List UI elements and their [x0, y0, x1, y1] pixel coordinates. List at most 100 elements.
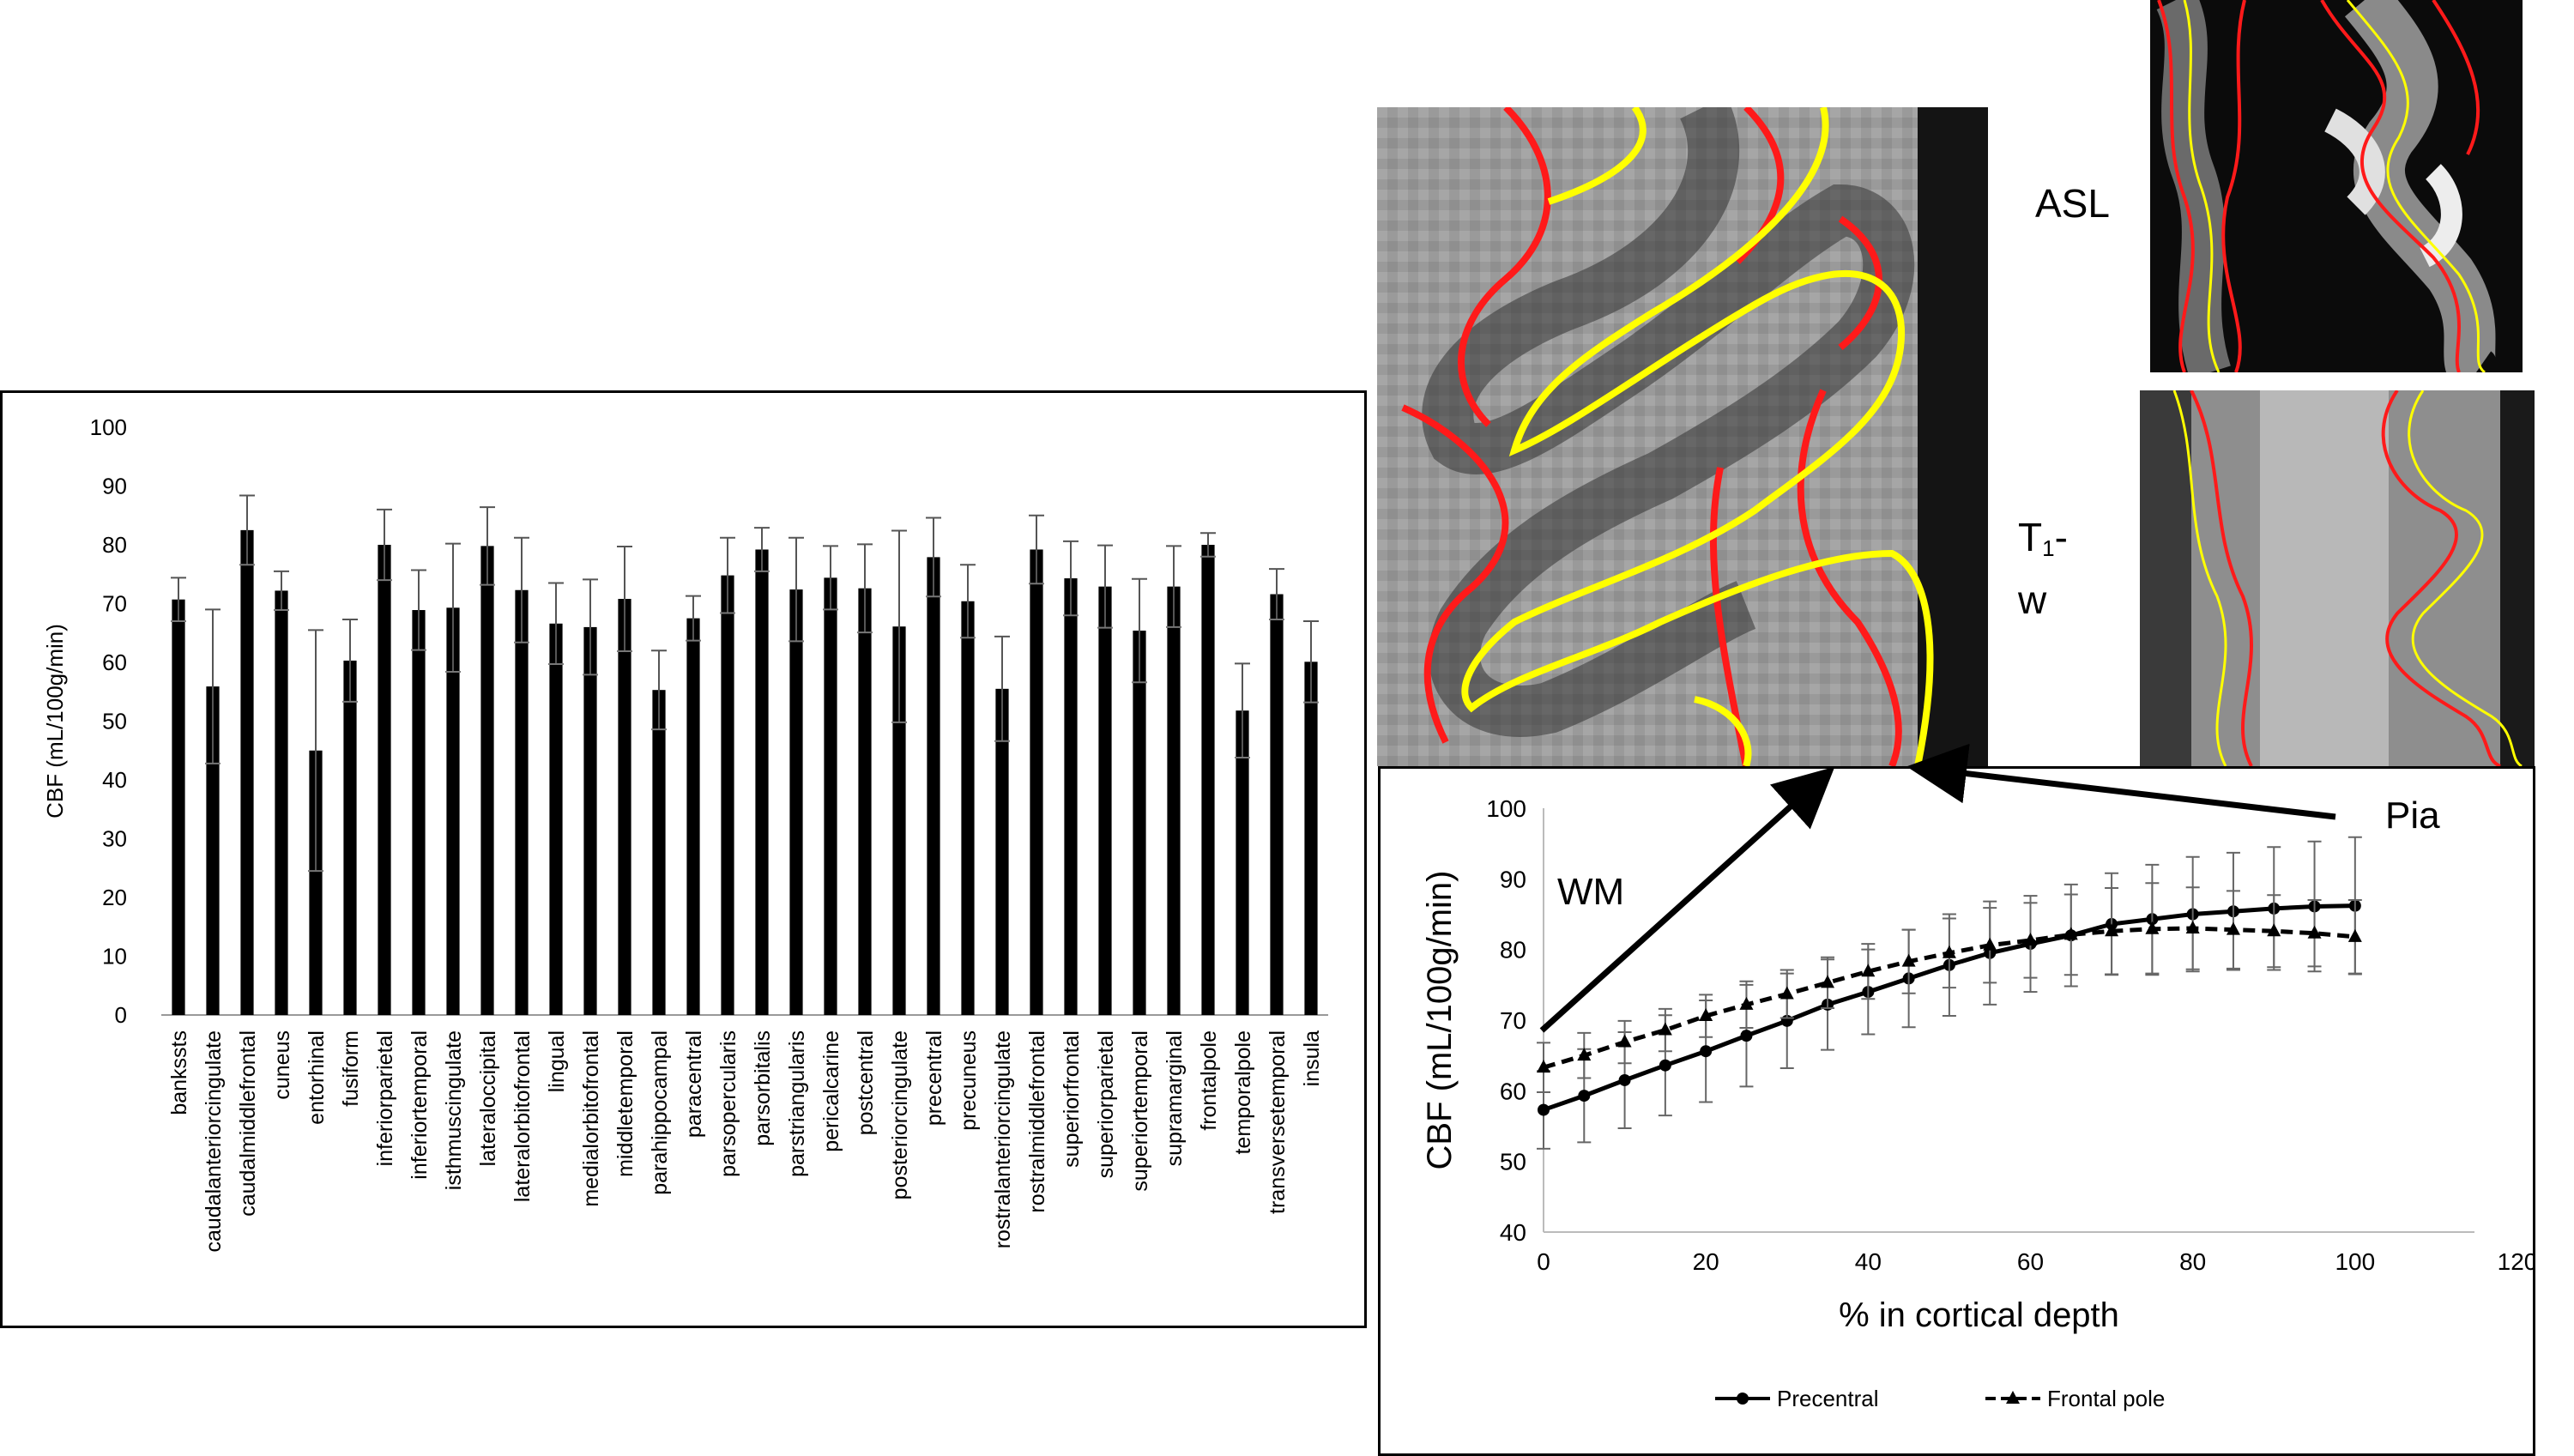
- data-point: [1861, 964, 1876, 977]
- x-tick-label: fusiform: [339, 1030, 363, 1107]
- x-tick-label: inferiorparietal: [373, 1030, 397, 1166]
- x-tick-label: middletemporal: [613, 1030, 637, 1177]
- data-point: [2185, 920, 2200, 933]
- y-tick-label: 40: [102, 767, 127, 793]
- x-tick-label: precentral: [922, 1030, 946, 1126]
- bar: [927, 557, 940, 1015]
- bar-chart: 0 10 20 30 40 50 60 70 80 90 100 CBF (mL/100g/min) b…: [42, 414, 1328, 1253]
- y-tick-label: 60: [1500, 1078, 1526, 1104]
- bar: [892, 626, 906, 1015]
- data-point: [1740, 1030, 1753, 1042]
- bar: [1098, 586, 1112, 1015]
- data-point: [2145, 921, 2160, 934]
- bar: [378, 545, 391, 1015]
- data-point: [1618, 1073, 1631, 1086]
- bar: [858, 588, 872, 1015]
- legend-marker: [1737, 1393, 1749, 1405]
- x-tick-label: superiortemporal: [1128, 1030, 1152, 1192]
- data-point: [1659, 1059, 1671, 1072]
- x-tick-label: paracentral: [682, 1030, 706, 1138]
- y-tick-label: 70: [102, 591, 127, 617]
- data-point: [1538, 1103, 1550, 1116]
- data-point: [1821, 975, 1835, 988]
- data-point: [2105, 923, 2119, 937]
- bar: [618, 599, 631, 1015]
- data-point: [1901, 953, 1916, 967]
- x-tick-label: supramarginal: [1163, 1030, 1187, 1166]
- x-tick-label: lateralorbitofrontal: [511, 1030, 535, 1202]
- x-tick-label: inferiortemporal: [408, 1030, 432, 1180]
- x-axis-label: % in cortical depth: [1839, 1296, 2119, 1334]
- data-point: [1983, 937, 1997, 951]
- x-tick-label: medialorbitofrontal: [579, 1030, 603, 1207]
- x-tick-label: bankssts: [167, 1030, 191, 1115]
- bar: [995, 688, 1009, 1015]
- data-point: [1537, 1060, 1550, 1073]
- bar: [480, 546, 494, 1015]
- bar: [721, 575, 734, 1015]
- x-tick-label: caudalanteriorcingulate: [202, 1030, 226, 1253]
- bar: [961, 601, 975, 1015]
- x-tick-label: posteriorcingulate: [888, 1030, 912, 1199]
- y-tick-label: 90: [102, 474, 127, 499]
- x-tick-label: rostralmiddlefrontal: [1025, 1030, 1049, 1213]
- data-point: [2023, 932, 2038, 945]
- bar: [1270, 594, 1284, 1015]
- data-point: [1577, 1048, 1592, 1061]
- y-tick-label: 20: [102, 885, 127, 910]
- bar: [549, 623, 563, 1015]
- legend-marker: [2006, 1391, 2020, 1404]
- x-tick-label: pericalcarine: [819, 1030, 843, 1152]
- x-tick-label: postcentral: [854, 1030, 878, 1135]
- y-tick-label: 40: [1500, 1219, 1526, 1246]
- x-tick-label: precuneus: [957, 1030, 981, 1131]
- bar: [206, 686, 220, 1015]
- bar: [652, 690, 666, 1015]
- data-point: [1942, 945, 1956, 958]
- x-tick-label: parahippocampal: [648, 1030, 672, 1195]
- y-tick-label: 60: [102, 649, 127, 675]
- bar: [1030, 549, 1043, 1015]
- bar: [240, 529, 254, 1015]
- y-tick-label: 100: [1486, 795, 1526, 822]
- x-tick-label: parsopercularis: [716, 1030, 740, 1177]
- x-tick-label: parstriangularis: [785, 1030, 809, 1177]
- x-tick-label: superiorparietal: [1094, 1030, 1118, 1178]
- bar: [1133, 631, 1146, 1015]
- bar: [412, 610, 426, 1015]
- y-tick-label: 10: [102, 944, 127, 970]
- bar: [789, 589, 803, 1015]
- line-chart-panel: 40 50 60 70 80 90 100 0 20 40 60 80 100 120 CBF (mL/10…: [1378, 766, 2535, 1456]
- data-point: [2267, 923, 2281, 937]
- y-tick-label: 30: [102, 826, 127, 852]
- asl-mri-image: [2150, 0, 2523, 372]
- y-axis-label: CBF (mL/100g/min): [1421, 871, 1459, 1170]
- data-point: [1779, 986, 1794, 1000]
- y-tick-label: 70: [1500, 1007, 1526, 1034]
- x-tick-label: frontalpole: [1197, 1030, 1221, 1131]
- data-point: [2307, 925, 2322, 939]
- x-tick-label: superiorfrontal: [1060, 1030, 1084, 1168]
- bar: [755, 549, 769, 1015]
- x-tick-label: 100: [2335, 1248, 2375, 1275]
- y-tick-label: 0: [115, 1002, 127, 1028]
- t1w-label: T1- w: [2018, 515, 2068, 622]
- data-point: [2063, 927, 2078, 940]
- x-tick-label: cuneus: [270, 1030, 294, 1100]
- x-tick-label: isthmuscingulate: [442, 1030, 466, 1190]
- bar: [343, 660, 357, 1015]
- bar: [275, 590, 288, 1015]
- x-tick-label: rostralanteriorcingulate: [991, 1030, 1015, 1248]
- data-point: [2347, 928, 2362, 942]
- x-tick-label: parsorbitalis: [751, 1030, 775, 1146]
- data-point: [1700, 1045, 1713, 1058]
- x-tick-label: caudalmiddlefrontal: [236, 1030, 260, 1217]
- x-tick-label: lingual: [545, 1030, 569, 1092]
- y-tick-label: 80: [102, 532, 127, 558]
- x-tick-label: temporalpole: [1231, 1030, 1255, 1155]
- y-axis-label: CBF (mL/100g/min): [42, 624, 68, 819]
- x-tick-label: 60: [2017, 1248, 2044, 1275]
- bar: [446, 607, 460, 1015]
- y-tick-label: 50: [1500, 1149, 1526, 1175]
- bar: [1201, 545, 1215, 1015]
